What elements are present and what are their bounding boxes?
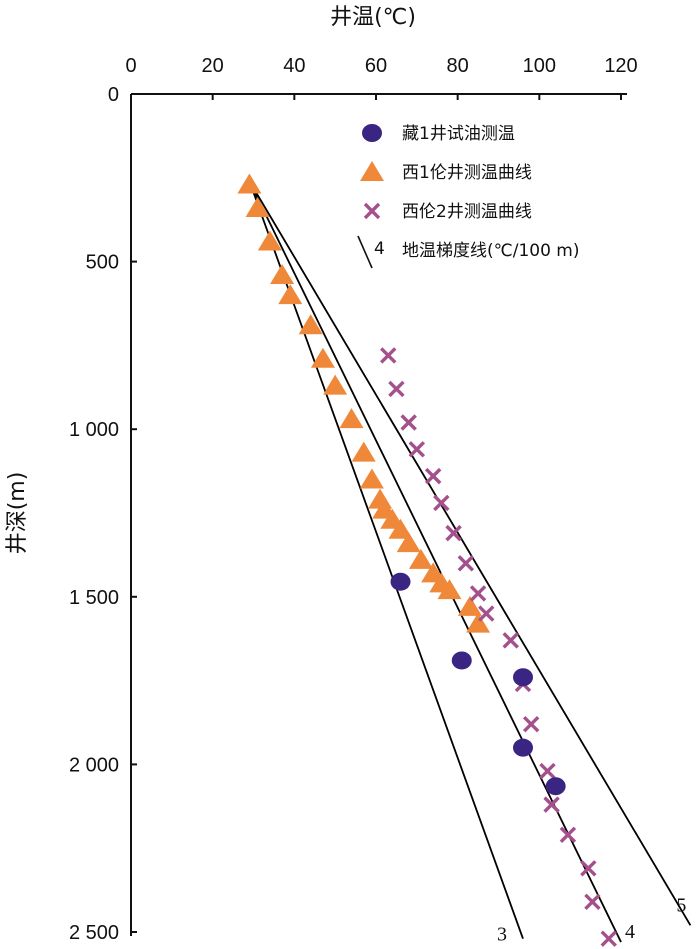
data-point-triangle [310,347,335,368]
data-point-cross [559,826,577,843]
legend-label: 地温梯度线(℃/100 m) [402,241,580,261]
points-layer [237,173,617,947]
data-point-cross [469,585,487,602]
cross-stroke [478,605,495,622]
data-point-cross [580,860,597,877]
x-tick-label: 60 [365,55,387,77]
legend-marker-triangle [360,161,384,181]
data-point-triangle [323,374,348,395]
data-point-triangle [257,230,282,251]
y-tick-label: 2 000 [69,754,119,776]
axes-layer: 0 20 40 60 80 100 120 0 500 1 000 1 500 2 000 2 500 井… [5,5,638,944]
cross-stroke [408,441,426,458]
data-point-triangle [339,408,364,429]
cross-stroke [363,202,381,220]
data-point-cross [400,414,417,431]
y-axis-title: 井深(m) [5,472,30,555]
x-tick-label: 40 [283,55,305,77]
cross-stroke [543,796,560,813]
cross-stroke [580,860,597,877]
gradient-line-label-3: 3 [497,924,507,946]
data-point-triangle [457,595,482,616]
data-point-triangle [270,264,295,285]
cross-stroke [502,632,519,649]
legend-label: 西伦2井测温曲线 [402,202,532,222]
data-point-triangle [359,468,384,489]
legend-marker-cross [363,202,381,220]
data-point-circle [513,668,533,687]
data-point-triangle [351,441,376,462]
gradient-lines-layer: 3 4 5 [248,180,692,946]
data-point-cross [380,347,397,364]
data-point-triangle [298,314,323,335]
legend-marker-circle [362,124,382,142]
gradient-line-5 [248,180,692,926]
data-point-cross [502,632,519,649]
y-tick-label: 1 000 [69,419,119,441]
cross-stroke [400,414,417,431]
data-point-triangle [278,284,303,305]
y-tick-label: 500 [86,252,119,274]
legend-label: 西1伦井测温曲线 [402,163,532,183]
data-point-cross [600,930,617,947]
x-tick-label: 120 [604,55,637,77]
data-point-triangle [396,532,421,553]
gradient-line-label-5: 5 [676,894,686,916]
cross-stroke [433,494,450,512]
data-point-cross [522,715,540,733]
x-tick-label: 0 [125,55,136,77]
cross-stroke [559,826,577,843]
cross-stroke [584,893,601,911]
y-tick-label: 2 500 [69,922,119,944]
data-point-triangle [237,173,262,194]
legend-line-symbol [357,235,373,269]
data-point-cross [408,441,426,458]
data-point-cross [457,555,475,572]
y-tick-label: 0 [108,84,119,106]
data-point-triangle [466,612,491,633]
x-tick-label: 100 [523,55,556,77]
data-point-cross [543,796,560,813]
legend-label: 藏1井试油测温 [402,124,515,144]
cross-stroke [539,762,556,780]
cross-stroke [380,347,397,364]
data-point-cross [584,893,601,911]
data-point-cross [478,605,495,622]
cross-stroke [457,555,475,572]
data-point-circle [545,777,566,796]
data-point-circle [451,651,472,670]
gradient-line-3 [248,180,524,940]
data-point-cross [388,380,405,398]
cross-stroke [522,715,540,733]
x-tick-label: 20 [202,55,224,77]
cross-stroke [445,524,462,542]
x-tick-label: 80 [447,55,469,77]
data-point-cross [433,494,450,512]
x-axis-title: 井温(℃) [330,5,416,30]
data-point-cross [539,762,556,780]
data-point-circle [513,738,533,757]
data-point-circle [390,572,411,591]
data-point-triangle [388,518,413,539]
data-point-cross [424,467,442,485]
data-point-triangle [437,579,462,600]
cross-stroke [424,467,442,485]
cross-stroke [469,585,487,602]
y-tick-label: 1 500 [69,587,119,609]
gradient-line-label-4: 4 [625,921,635,943]
gradient-line-4 [248,180,622,943]
data-point-cross [445,524,462,542]
cross-stroke [388,380,405,398]
cross-stroke [600,930,617,947]
data-point-triangle [245,196,270,217]
legend-line-symbol-label: 4 [374,239,385,259]
data-point-triangle [408,548,433,569]
